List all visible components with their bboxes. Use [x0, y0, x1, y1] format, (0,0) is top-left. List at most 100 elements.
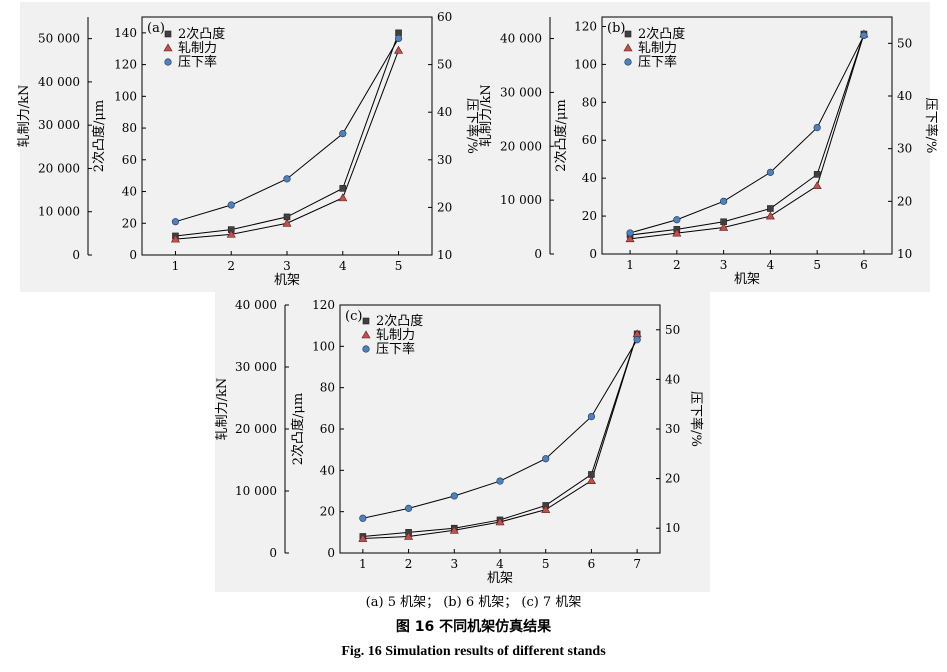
left-tick-label: 0 — [327, 546, 335, 560]
panel-b-chart: 1 2 3 4 5 6 机架 0 20 40 60 80 100 120 2次凸度/μm 10 20 30 40 50… — [479, 16, 939, 287]
right-tick-label: 40 — [897, 89, 912, 103]
left-tick-label: 80 — [122, 121, 137, 135]
data-point-triangle — [404, 531, 414, 540]
data-point-triangle — [586, 476, 596, 484]
outer-tick-label: 10 000 — [235, 484, 277, 498]
x-axis-label: 机架 — [734, 272, 760, 287]
outer-tick-label: 40 000 — [235, 298, 277, 312]
figure-title-en: Fig. 16 Simulation results of different … — [341, 644, 606, 659]
right-tick-label: 60 — [437, 10, 452, 24]
left-tick-label: 100 — [574, 57, 597, 71]
x-tick-label: 3 — [450, 557, 458, 571]
panel-a-background — [20, 2, 486, 292]
data-point-circle — [283, 175, 291, 183]
x-axis-label: 机架 — [274, 273, 300, 288]
legend-marker-square — [362, 317, 370, 325]
x-tick-label: 3 — [283, 259, 291, 273]
left-tick-label: 20 — [320, 505, 335, 519]
outer-tick-label: 20 000 — [500, 139, 542, 153]
right-axis-label: 压下率/% — [464, 98, 480, 154]
data-point-circle — [766, 168, 774, 176]
data-point-triangle — [358, 533, 368, 542]
right-tick-label: 10 — [665, 521, 680, 535]
subcaptions: (a) 5 机架； (b) 6 机架； (c) 7 机架 — [365, 595, 582, 610]
data-point-circle — [587, 413, 596, 421]
x-tick-label: 5 — [813, 258, 821, 272]
left-tick-label: 80 — [582, 95, 597, 109]
data-point-circle — [404, 504, 413, 512]
outer-tick-label: 10 000 — [38, 205, 80, 219]
left-axis-label: 2次凸度/μm — [290, 393, 306, 465]
outer-tick-label: 0 — [534, 247, 542, 261]
right-tick-label: 50 — [665, 323, 680, 337]
panel-b-background — [478, 2, 930, 292]
left-tick-label: 40 — [582, 171, 597, 185]
right-tick-label: 20 — [437, 200, 452, 214]
x-axis-label: 机架 — [487, 571, 513, 586]
data-point-circle — [633, 336, 641, 344]
legend-marker-triangle — [361, 330, 371, 339]
panel-label: (c) — [345, 309, 362, 324]
outer-tick-label: 50 000 — [38, 32, 80, 46]
x-tick-label: 1 — [359, 557, 367, 571]
legend-label: 2次凸度 — [178, 26, 225, 42]
left-tick-label: 140 — [114, 26, 137, 40]
data-point-triangle — [812, 181, 822, 190]
data-point-triangle — [394, 45, 404, 54]
left-tick-label: 120 — [312, 298, 335, 312]
data-point-circle — [720, 197, 728, 205]
data-point-circle — [227, 201, 235, 209]
outer-tick-label: 40 000 — [38, 75, 80, 89]
data-point-triangle — [765, 211, 775, 220]
legend-label: 2次凸度 — [638, 26, 685, 42]
data-point-circle — [394, 34, 403, 43]
left-tick-label: 0 — [589, 247, 597, 261]
x-tick-label: 5 — [542, 557, 550, 571]
outer-tick-label: 30 000 — [235, 360, 277, 374]
legend-label: 轧制力 — [638, 41, 677, 56]
outer-axis-label: 轧制力/kN — [479, 84, 494, 147]
data-point-triangle — [170, 234, 180, 243]
panel-label: (b) — [607, 21, 625, 36]
outer-tick-label: 40 000 — [500, 32, 542, 46]
data-point-triangle — [449, 525, 459, 534]
x-tick-label: 2 — [227, 259, 235, 273]
right-tick-label: 50 — [437, 58, 452, 72]
left-tick-label: 0 — [129, 248, 137, 262]
x-tick-label: 4 — [496, 557, 504, 571]
left-tick-label: 40 — [122, 185, 137, 199]
left-tick-label: 60 — [122, 153, 137, 167]
outer-tick-label: 20 000 — [38, 161, 80, 175]
data-point-circle — [496, 477, 504, 485]
data-point-square — [813, 171, 821, 178]
outer-tick-label: 20 000 — [235, 422, 277, 436]
outer-axis-label: 轧制力/kN — [17, 85, 32, 148]
right-tick-label: 30 — [437, 153, 452, 167]
data-point-triangle — [282, 218, 292, 227]
figure-captions: (a) 5 机架； (b) 6 机架； (c) 7 机架 图 16 不同机架仿真… — [0, 592, 947, 664]
legend-marker-circle — [624, 58, 632, 66]
x-tick-label: 2 — [673, 258, 681, 272]
data-point-triangle — [338, 193, 348, 202]
legend-marker-circle — [362, 345, 370, 353]
legend-marker-square — [624, 30, 632, 38]
series-line-square — [630, 33, 865, 236]
plot-frame — [601, 16, 893, 255]
outer-tick-label: 10 000 — [500, 193, 542, 207]
right-axis-label: 压下率/% — [688, 391, 704, 447]
panel-label: (a) — [147, 21, 165, 36]
left-axis-label: 2次凸度/μm — [553, 99, 569, 171]
left-tick-label: 120 — [114, 58, 137, 72]
data-point-circle — [450, 492, 458, 500]
left-axis-label: 2次凸度/μm — [91, 100, 107, 172]
x-tick-label: 5 — [395, 259, 403, 273]
x-tick-label: 6 — [588, 557, 596, 571]
panel-a-chart: 1 2 3 4 5 机架 0 20 40 60 80 100 120 140 2次凸度/μm 10 20 30 40… — [17, 10, 480, 288]
right-tick-label: 20 — [897, 194, 912, 208]
data-point-triangle — [719, 222, 729, 231]
right-tick-label: 30 — [897, 142, 912, 156]
legend-marker-triangle — [163, 43, 173, 52]
data-point-triangle — [226, 229, 236, 238]
series-line-triangle — [630, 33, 865, 240]
left-tick-label: 60 — [320, 422, 335, 436]
